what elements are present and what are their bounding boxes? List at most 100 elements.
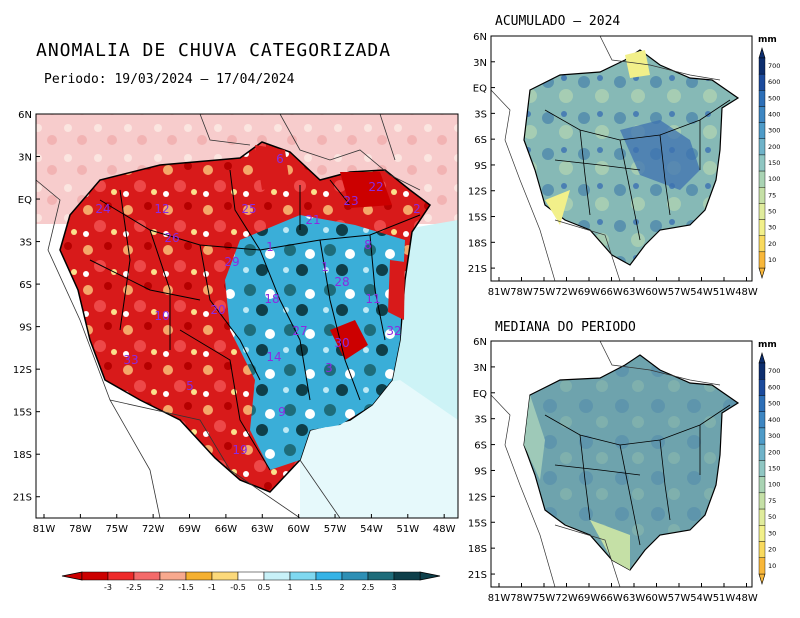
lat-tick-label: 18S xyxy=(13,450,32,461)
colorbar-swatch xyxy=(758,492,766,510)
colorbar-swatch xyxy=(237,571,265,581)
lon-tick-label: 81W xyxy=(488,593,511,604)
basin-number-label: 1 xyxy=(266,240,274,254)
lat-tick-label: 6N xyxy=(18,110,32,121)
colorbar-swatch xyxy=(107,571,135,581)
lat-tick-label: 18S xyxy=(468,544,487,555)
basin-number-label: 22 xyxy=(368,180,383,194)
basin-number-label: 26 xyxy=(164,231,179,245)
colorbar-label: 200 xyxy=(768,143,780,151)
main-lat-axis: 6N 3N EQ 3S 6S 9S 12S 15S 18S 21S xyxy=(13,110,40,504)
colorbar-label: 500 xyxy=(768,400,780,408)
lon-tick-label: 51W xyxy=(713,593,736,604)
lon-tick-label: 54W xyxy=(690,287,713,298)
basin-number-label: 28 xyxy=(334,275,349,289)
basin-number-label: 14 xyxy=(266,350,281,364)
lat-tick-label: 12S xyxy=(13,365,32,376)
colorbar-low-arrow xyxy=(758,573,766,586)
lon-tick-label: 60W xyxy=(287,524,310,535)
lon-tick-label: 78W xyxy=(510,287,533,298)
basin-number-label: 10 xyxy=(154,309,169,323)
lon-tick-label: 60W xyxy=(645,287,668,298)
lon-tick-label: 69W xyxy=(578,287,601,298)
colorbar-swatch xyxy=(289,571,317,581)
colorbar-swatch xyxy=(758,557,766,575)
lon-tick-label: 54W xyxy=(360,524,383,535)
basin-number-label: 33 xyxy=(123,353,138,367)
median-lat-axis: 6N 3N EQ 3S 6S 9S 12S 15S 18S 21S xyxy=(468,337,495,581)
colorbar-label: 0.5 xyxy=(258,583,271,592)
colorbar-swatch xyxy=(758,251,766,269)
basin-number-label: 20 xyxy=(210,303,225,317)
lat-tick-label: 3S xyxy=(19,238,32,249)
median-map-title: MEDIANA DO PERIODO xyxy=(495,320,636,335)
colorbar-swatch xyxy=(758,138,766,156)
colorbar-label: 75 xyxy=(768,497,776,505)
basin-number-label: 27 xyxy=(292,324,307,338)
colorbar-label: 100 xyxy=(768,175,780,183)
basin-number-label: 12 xyxy=(154,202,169,216)
colorbar-label: -1.5 xyxy=(178,583,194,592)
lat-tick-label: 21S xyxy=(13,493,32,504)
lat-tick-label: EQ xyxy=(473,84,487,95)
lat-tick-label: 12S xyxy=(468,492,487,503)
colorbar-label: 50 xyxy=(768,207,776,215)
lon-tick-label: 66W xyxy=(600,287,623,298)
colorbar-label: 75 xyxy=(768,191,776,199)
colorbar-swatch xyxy=(758,106,766,123)
lon-tick-label: 78W xyxy=(510,593,533,604)
basin-number-label: 23 xyxy=(343,194,358,208)
accumulated-lon-axis: 81W 78W 75W 72W 69W 66W 63W 60W 57W 54W 51W 48W xyxy=(488,277,758,298)
main-map-area xyxy=(36,114,458,518)
median-map-area xyxy=(491,341,752,587)
lat-tick-label: 15S xyxy=(13,408,32,419)
colorbar-label: 400 xyxy=(768,416,780,424)
lat-tick-label: 15S xyxy=(468,213,487,224)
accumulated-map-title: ACUMULADO – 2024 xyxy=(495,14,621,29)
colorbar-swatch xyxy=(758,508,766,526)
basin-number-label: 29 xyxy=(224,255,239,269)
lon-tick-label: 51W xyxy=(713,287,736,298)
lat-tick-label: 18S xyxy=(468,238,487,249)
basin-number-label: 3 xyxy=(325,361,333,375)
colorbar-high-arrow xyxy=(758,351,766,364)
colorbar-label: 700 xyxy=(768,62,780,70)
colorbar-swatch xyxy=(758,460,766,477)
lat-tick-label: 3N xyxy=(473,363,487,374)
basin-number-label: 18 xyxy=(264,292,279,306)
basin-number-label: 1 xyxy=(321,260,329,274)
colorbar-label: -2 xyxy=(156,583,164,592)
basin-number-label: 6 xyxy=(276,152,284,166)
colorbar-label: 600 xyxy=(768,383,780,391)
colorbar-label: 20 xyxy=(768,240,776,248)
colorbar-label: -1 xyxy=(208,583,216,592)
colorbar-swatch xyxy=(758,219,766,236)
colorbar-label: 20 xyxy=(768,546,776,554)
lon-tick-label: 66W xyxy=(600,593,623,604)
colorbar-unit: mm xyxy=(758,340,777,350)
colorbar-label: 150 xyxy=(768,465,780,473)
accumulated-map-area xyxy=(491,36,752,281)
lon-tick-label: 63W xyxy=(623,287,646,298)
colorbar-label: -2.5 xyxy=(126,583,142,592)
lat-tick-label: 9S xyxy=(474,161,487,172)
lon-tick-label: 72W xyxy=(555,287,578,298)
colorbar-low-arrow xyxy=(758,267,766,280)
colorbar-swatch xyxy=(758,57,766,75)
colorbar-swatch xyxy=(758,154,766,172)
colorbar-label: 600 xyxy=(768,78,780,86)
basin-number-label: 5 xyxy=(186,379,194,393)
colorbar-swatch xyxy=(211,571,239,581)
colorbar-label: 300 xyxy=(768,432,780,440)
colorbar-label: 700 xyxy=(768,367,780,375)
lon-tick-label: 78W xyxy=(69,524,92,535)
median-colorbar: mm 700 600 500 400 300 200 150 100 75 50 30 20 10 xyxy=(758,340,780,586)
accumulated-map-frame xyxy=(490,35,753,282)
colorbar-label: 3 xyxy=(391,583,396,592)
lat-tick-label: 6N xyxy=(473,32,487,43)
lat-tick-label: 21S xyxy=(468,264,487,275)
lon-tick-label: 54W xyxy=(690,593,713,604)
basin-number-label: 9 xyxy=(278,405,286,419)
basin-number-label: 8 xyxy=(364,238,372,252)
